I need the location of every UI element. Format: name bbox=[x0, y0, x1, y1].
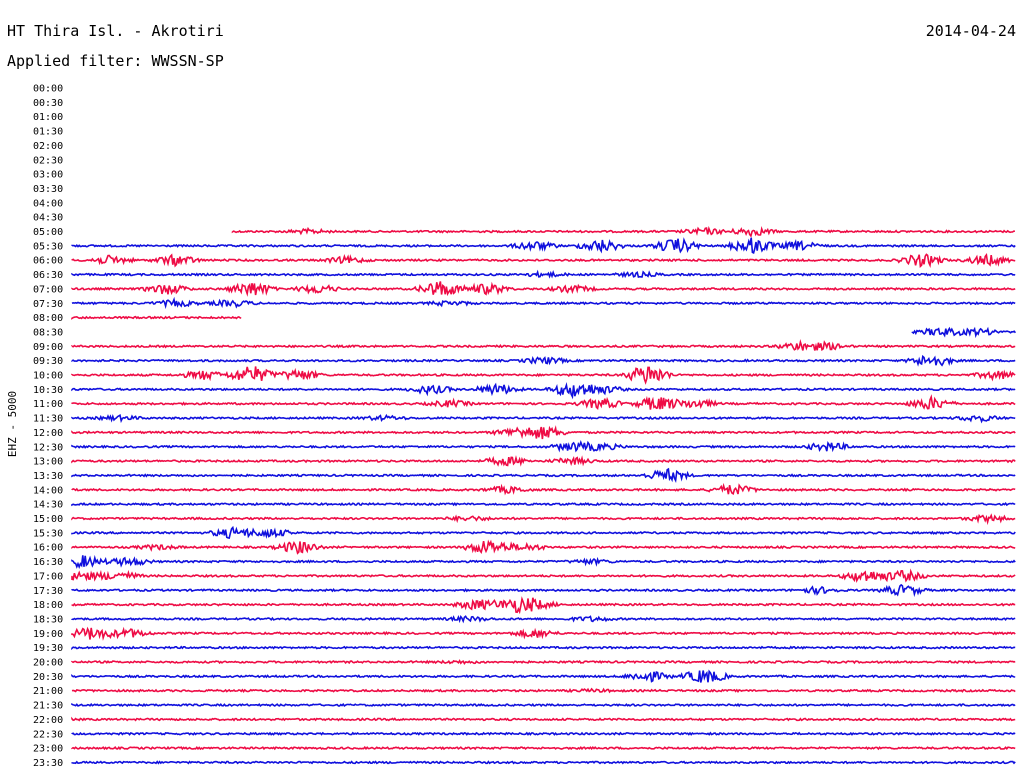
tick-label: 04:30 bbox=[33, 213, 63, 224]
trace-line bbox=[71, 467, 1016, 484]
tick-label: 10:00 bbox=[33, 371, 63, 382]
trace-line bbox=[71, 281, 1016, 297]
tick-label: 19:00 bbox=[33, 629, 63, 640]
station-title: HT Thira Isl. - Akrotiri bbox=[7, 22, 224, 40]
time-tick-labels: 00:00 00:30 01:00 01:30 02:00 02:30 03:00 03:30… bbox=[33, 84, 63, 769]
tick-label: 01:30 bbox=[33, 127, 63, 138]
trace-line bbox=[71, 296, 1016, 310]
tick-label: 00:30 bbox=[33, 98, 63, 109]
tick-label: 23:30 bbox=[33, 758, 63, 769]
trace-line bbox=[71, 252, 1016, 269]
tick-label: 16:00 bbox=[33, 543, 63, 554]
trace-line bbox=[71, 425, 1016, 440]
tick-label: 22:00 bbox=[33, 715, 63, 726]
trace-line bbox=[71, 702, 1016, 708]
tick-label: 02:00 bbox=[33, 141, 63, 152]
trace-line bbox=[71, 237, 1016, 255]
trace-line bbox=[71, 382, 1016, 400]
tick-label: 08:30 bbox=[33, 327, 63, 338]
tick-label: 02:30 bbox=[33, 155, 63, 166]
tick-label: 12:00 bbox=[33, 428, 63, 439]
tick-label: 19:30 bbox=[33, 643, 63, 654]
tick-label: 23:00 bbox=[33, 744, 63, 755]
trace-line bbox=[71, 394, 1016, 411]
tick-label: 15:30 bbox=[33, 528, 63, 539]
tick-label: 14:00 bbox=[33, 485, 63, 496]
trace-line bbox=[71, 513, 1016, 526]
tick-label: 01:00 bbox=[33, 112, 63, 123]
trace-line bbox=[71, 339, 1016, 352]
trace-line bbox=[71, 482, 1016, 496]
trace-line bbox=[71, 626, 1016, 641]
trace-line bbox=[71, 455, 1016, 467]
trace-line bbox=[71, 525, 1016, 540]
filter-subtitle: Applied filter: WWSSN-SP bbox=[7, 52, 224, 70]
tick-label: 16:30 bbox=[33, 557, 63, 568]
trace-line bbox=[71, 614, 1016, 624]
trace-line bbox=[71, 366, 1016, 385]
tick-label: 06:00 bbox=[33, 256, 63, 267]
trace-line bbox=[71, 501, 1016, 507]
tick-label: 20:00 bbox=[33, 658, 63, 669]
y-axis-label: EHZ - 5000 bbox=[6, 391, 19, 457]
tick-label: 11:00 bbox=[33, 399, 63, 410]
trace-line bbox=[71, 539, 1016, 555]
tick-label: 00:00 bbox=[33, 84, 63, 95]
tick-label: 07:00 bbox=[33, 284, 63, 295]
trace-line bbox=[231, 225, 1015, 238]
tick-label: 17:00 bbox=[33, 571, 63, 582]
tick-label: 10:30 bbox=[33, 385, 63, 396]
tick-label: 15:00 bbox=[33, 514, 63, 525]
tick-label: 06:30 bbox=[33, 270, 63, 281]
trace-line bbox=[71, 413, 1016, 424]
trace-line bbox=[71, 687, 1016, 694]
trace-line bbox=[71, 568, 1016, 583]
tick-label: 11:30 bbox=[33, 414, 63, 425]
trace-line bbox=[71, 669, 1016, 683]
tick-label: 12:30 bbox=[33, 442, 63, 453]
tick-label: 13:30 bbox=[33, 471, 63, 482]
tick-label: 09:30 bbox=[33, 356, 63, 367]
tick-label: 18:30 bbox=[33, 614, 63, 625]
record-date: 2014-04-24 bbox=[926, 22, 1016, 40]
trace-line bbox=[71, 745, 1016, 751]
tick-label: 14:30 bbox=[33, 500, 63, 511]
tick-label: 03:00 bbox=[33, 170, 63, 181]
tick-label: 18:00 bbox=[33, 600, 63, 611]
tick-label: 21:00 bbox=[33, 686, 63, 697]
tick-label: 22:30 bbox=[33, 729, 63, 740]
trace-line bbox=[71, 440, 1016, 453]
trace-line bbox=[71, 596, 1016, 615]
trace-line bbox=[71, 716, 1016, 722]
tick-label: 17:30 bbox=[33, 586, 63, 597]
seismic-traces bbox=[71, 225, 1017, 765]
trace-line bbox=[71, 354, 1016, 367]
trace-line bbox=[71, 760, 1016, 765]
trace-line bbox=[71, 554, 1016, 569]
tick-label: 21:30 bbox=[33, 701, 63, 712]
tick-label: 08:00 bbox=[33, 313, 63, 324]
trace-line bbox=[71, 645, 1016, 651]
trace-line bbox=[71, 269, 1016, 279]
trace-line bbox=[911, 326, 1017, 339]
tick-label: 13:00 bbox=[33, 457, 63, 468]
tick-label: 07:30 bbox=[33, 299, 63, 310]
tick-label: 09:00 bbox=[33, 342, 63, 353]
trace-line bbox=[71, 659, 1016, 665]
trace-line bbox=[71, 583, 1016, 598]
trace-line bbox=[71, 315, 242, 320]
tick-label: 05:00 bbox=[33, 227, 63, 238]
tick-label: 04:00 bbox=[33, 198, 63, 209]
tick-label: 05:30 bbox=[33, 241, 63, 252]
tick-label: 20:30 bbox=[33, 672, 63, 683]
trace-line bbox=[71, 731, 1016, 736]
tick-label: 03:30 bbox=[33, 184, 63, 195]
